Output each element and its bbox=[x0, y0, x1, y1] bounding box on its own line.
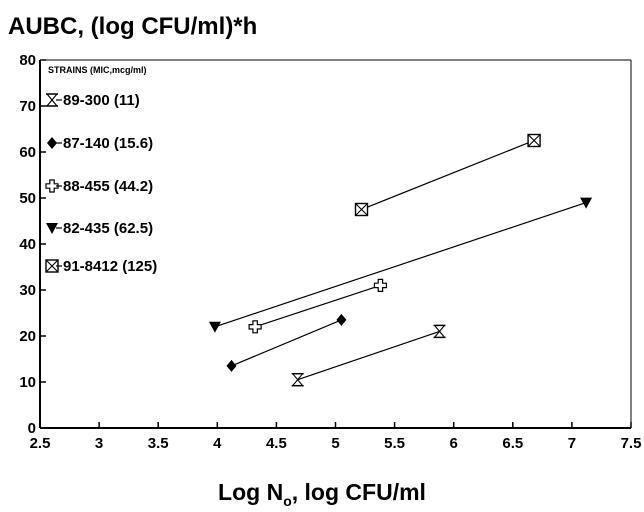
data-point bbox=[527, 133, 541, 148]
legend-marker bbox=[47, 137, 57, 149]
x-axis-label-subscript: o bbox=[283, 493, 292, 509]
series-line bbox=[297, 330, 440, 381]
y-tick-label: 0 bbox=[28, 420, 36, 437]
chart-title: AUBC, (log CFU/ml)*h bbox=[8, 13, 257, 40]
legend-marker bbox=[46, 223, 58, 234]
legend-label: 88-455 (44.2) bbox=[63, 178, 153, 195]
legend-label: 89-300 (11) bbox=[63, 92, 140, 109]
x-tick-label: 4 bbox=[213, 435, 222, 452]
x-tick-label: 5 bbox=[331, 435, 339, 452]
series-layer bbox=[208, 133, 593, 387]
series-1 bbox=[291, 324, 446, 387]
x-tick-label: 6.5 bbox=[502, 435, 523, 452]
x-axis-label: Log No, log CFU/ml bbox=[218, 479, 426, 509]
legend-entry: 82-435 (62.5) bbox=[46, 220, 153, 237]
x-tick-label: 3.5 bbox=[148, 435, 169, 452]
y-tick-label: 40 bbox=[19, 236, 36, 253]
y-tick-label: 20 bbox=[19, 328, 36, 345]
x-axis-label-main: Log N bbox=[218, 479, 283, 505]
y-tick-label: 80 bbox=[19, 52, 36, 69]
legend-marker bbox=[45, 259, 59, 273]
data-point bbox=[580, 197, 593, 209]
x-tick-label: 2.5 bbox=[30, 435, 51, 452]
y-tick-label: 30 bbox=[19, 282, 36, 299]
x-tick-label: 7.5 bbox=[621, 435, 642, 452]
legend-label: 87-140 (15.6) bbox=[63, 135, 153, 152]
series-line bbox=[214, 202, 587, 328]
x-tick-label: 7 bbox=[568, 435, 576, 452]
y-tick-label: 70 bbox=[19, 98, 36, 115]
x-ticks: 2.5 3 3.5 4 4.5 5 5.5 6 6.5 7 7.5 bbox=[30, 422, 642, 452]
legend-title: STRAINS (MIC,mcg/ml) bbox=[48, 65, 147, 75]
legend-entry: 88-455 (44.2) bbox=[45, 178, 153, 195]
legend-label: 82-435 (62.5) bbox=[63, 220, 153, 237]
legend-label: 91-8412 (125) bbox=[63, 258, 157, 275]
legend-entry: 89-300 (11) bbox=[46, 92, 140, 109]
legend-marker bbox=[45, 179, 59, 193]
legend-marker bbox=[46, 93, 58, 107]
y-tick-label: 50 bbox=[19, 190, 36, 207]
data-point bbox=[373, 278, 388, 292]
data-point bbox=[336, 313, 347, 326]
data-point bbox=[291, 372, 304, 387]
plot-frame bbox=[39, 59, 632, 429]
x-tick-label: 6 bbox=[450, 435, 458, 452]
series-5 bbox=[354, 133, 541, 217]
data-point bbox=[433, 324, 446, 339]
legend: STRAINS (MIC,mcg/ml) 89-300 (11) 87-140 (… bbox=[45, 65, 157, 275]
data-point bbox=[248, 320, 262, 334]
x-tick-label: 3 bbox=[95, 435, 103, 452]
data-point bbox=[354, 202, 369, 217]
data-point bbox=[208, 321, 221, 333]
series-2 bbox=[226, 313, 347, 372]
data-point bbox=[226, 359, 237, 372]
series-4 bbox=[208, 197, 593, 333]
series-3 bbox=[248, 278, 388, 334]
legend-entry: 91-8412 (125) bbox=[45, 258, 157, 275]
legend-entry: 87-140 (15.6) bbox=[47, 135, 153, 152]
x-tick-label: 5.5 bbox=[384, 435, 405, 452]
y-tick-label: 10 bbox=[19, 374, 36, 391]
series-line bbox=[254, 284, 381, 328]
series-line bbox=[231, 319, 342, 367]
x-tick-label: 4.5 bbox=[266, 435, 287, 452]
series-line bbox=[361, 139, 535, 211]
y-ticks: 0 10 20 30 40 50 60 70 80 bbox=[19, 52, 46, 437]
y-tick-label: 60 bbox=[19, 144, 36, 161]
x-axis-label-rest: , log CFU/ml bbox=[292, 479, 426, 505]
